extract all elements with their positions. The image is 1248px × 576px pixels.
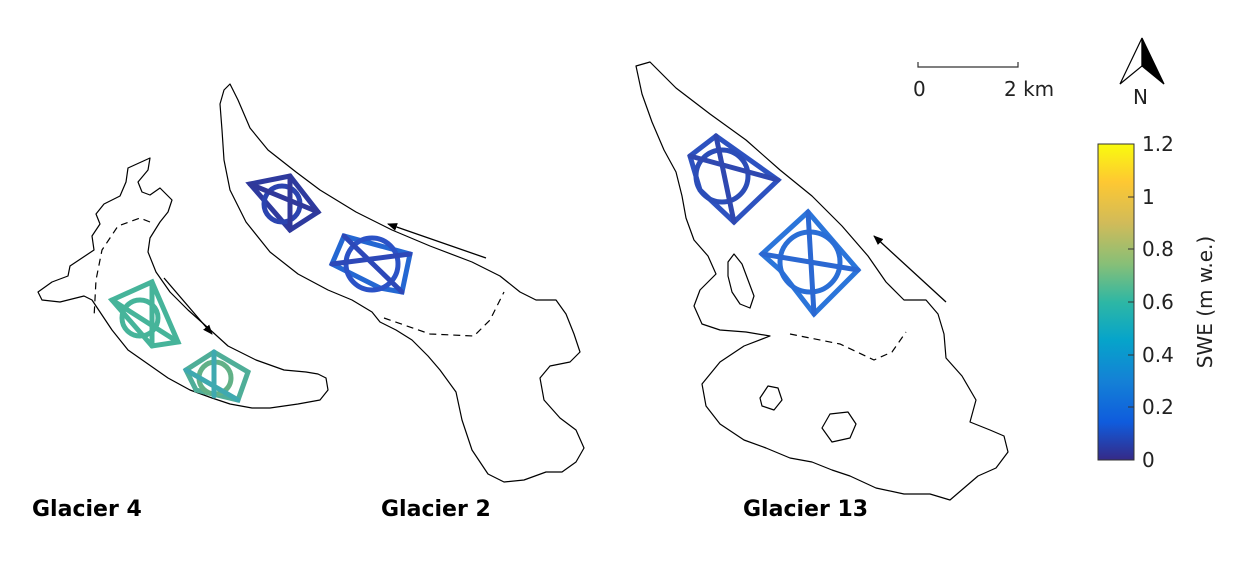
glacier-13-nunatak-1 bbox=[759, 385, 783, 411]
colorbar-tick: 0.2 bbox=[1142, 395, 1174, 419]
glacier-13-divide bbox=[789, 331, 907, 361]
scale-bar: 0 2 km bbox=[913, 62, 1054, 101]
colorbar-tick: 0.4 bbox=[1142, 343, 1174, 367]
glacier-4-outline bbox=[37, 157, 329, 409]
glacier-13-outline bbox=[635, 61, 1009, 501]
glacier-2-label: Glacier 2 bbox=[381, 497, 491, 522]
scale-bar-start-label: 0 bbox=[913, 77, 926, 101]
colorbar: 1.2 1 0.8 0.6 0.4 0.2 0 SWE (m w.e.) bbox=[1097, 132, 1217, 472]
colorbar-tick: 0.6 bbox=[1142, 290, 1174, 314]
glacier-4 bbox=[37, 157, 329, 409]
glacier-2-flow-arrow bbox=[387, 223, 487, 259]
glacier-4-flow-arrow bbox=[163, 277, 213, 335]
glacier-13-inner-island bbox=[727, 253, 755, 309]
north-arrow-icon: N bbox=[1119, 37, 1165, 109]
glacier-2-divide bbox=[383, 291, 505, 337]
glacier-13-nunatak-2 bbox=[821, 411, 857, 443]
glacier-2 bbox=[219, 83, 585, 483]
glacier-4-label: Glacier 4 bbox=[32, 497, 142, 522]
scale-bar-end-label: 2 km bbox=[1004, 77, 1054, 101]
glacier-13-flow-arrow bbox=[873, 235, 947, 303]
colorbar-title: SWE (m w.e.) bbox=[1193, 236, 1217, 368]
glacier-2-outline bbox=[219, 83, 585, 483]
north-arrow-label: N bbox=[1133, 85, 1148, 109]
colorbar-tick: 1 bbox=[1142, 185, 1155, 209]
glacier-13-survey-track bbox=[687, 132, 862, 318]
glacier-4-survey-track bbox=[107, 278, 252, 403]
glacier-13 bbox=[635, 61, 1009, 501]
glacier-2-survey-track bbox=[245, 173, 413, 295]
colorbar-tick: 0 bbox=[1142, 448, 1155, 472]
colorbar-tick: 1.2 bbox=[1142, 132, 1174, 156]
colorbar-tick: 0.8 bbox=[1142, 237, 1174, 261]
glacier-4-divide bbox=[93, 217, 151, 319]
glacier-13-label: Glacier 13 bbox=[743, 497, 868, 522]
